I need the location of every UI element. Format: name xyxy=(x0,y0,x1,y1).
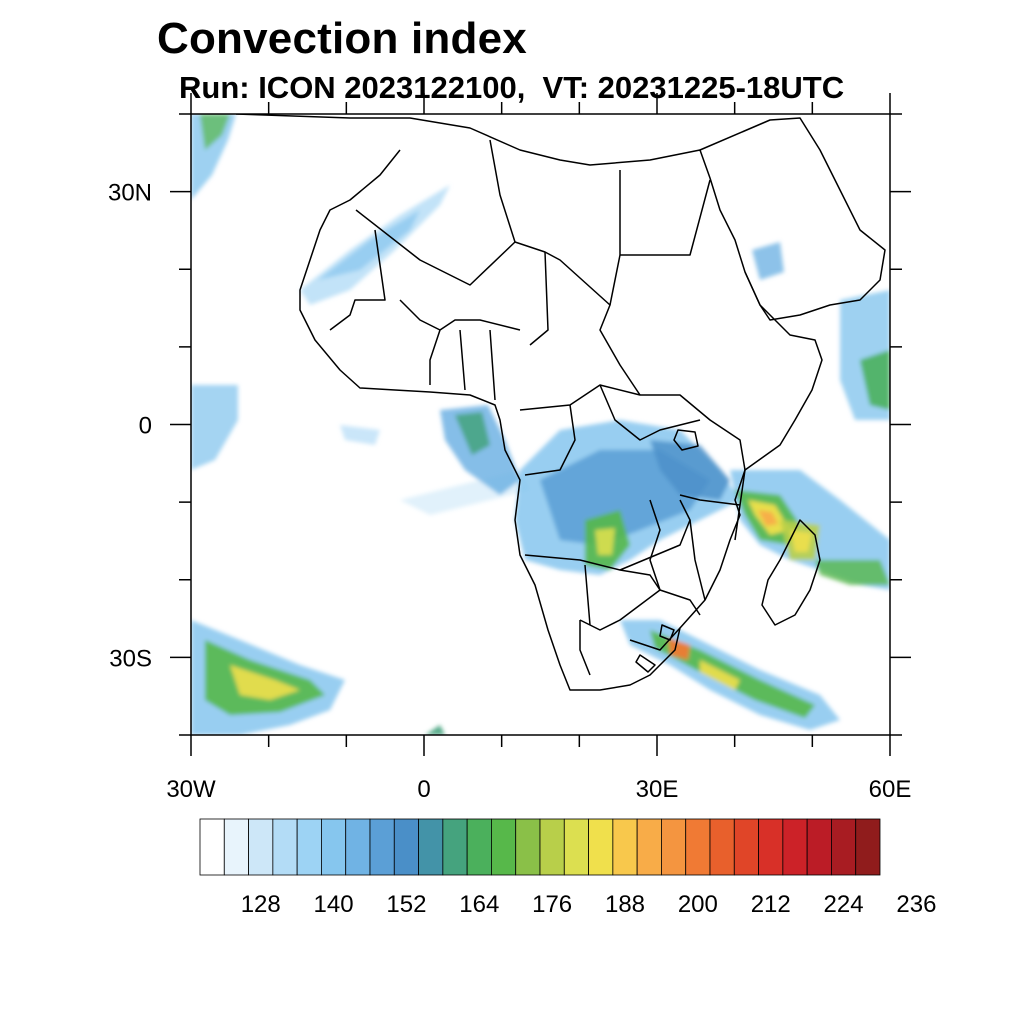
colorbar-swatch xyxy=(806,818,832,876)
field-arabia xyxy=(752,242,784,280)
field-south-atlantic-peak xyxy=(230,665,300,700)
madagascar-coastline xyxy=(761,519,821,626)
x-tick-label: 60E xyxy=(869,776,912,803)
colorbar-swatch xyxy=(296,818,322,876)
field-zambia-peak xyxy=(595,528,615,555)
colorbar-swatch xyxy=(515,818,541,876)
x-tick-label: 30E xyxy=(636,776,679,803)
borders-north xyxy=(355,209,641,396)
field-se-africa-band-core xyxy=(650,630,815,718)
africa-coastline xyxy=(235,114,823,691)
field-gulf-guinea-core xyxy=(455,412,490,455)
colorbar-swatch xyxy=(321,818,347,876)
colorbar-swatch xyxy=(563,818,589,876)
field-sw-indian xyxy=(815,560,890,585)
colorbar-swatch xyxy=(661,818,687,876)
colorbar-swatch xyxy=(709,818,735,876)
field-arabian-sea-core xyxy=(860,350,890,410)
y-tick-label: 30S xyxy=(109,645,152,672)
colorbar-tick-label: 128 xyxy=(241,891,281,918)
arabia-coastline xyxy=(699,117,886,321)
map-frame xyxy=(190,113,891,736)
y-tick-label: 30N xyxy=(108,180,152,207)
convection-field xyxy=(191,114,890,735)
field-se-africa-peak xyxy=(668,638,690,660)
field-madagascar-peak xyxy=(790,530,812,552)
colorbar-swatch xyxy=(369,818,395,876)
colorbar-tick-label: 212 xyxy=(751,891,791,918)
borders-north-2 xyxy=(489,139,711,346)
colorbar-tick-label: 224 xyxy=(824,891,864,918)
colorbar-swatch xyxy=(491,818,517,876)
colorbar-swatch xyxy=(223,818,249,876)
colorbar-swatch xyxy=(782,818,808,876)
colorbar-tick-label: 200 xyxy=(678,891,718,918)
colorbar-swatch xyxy=(733,818,759,876)
colorbar-swatch xyxy=(418,818,444,876)
borders-central xyxy=(519,384,746,476)
colorbar-tick-label: 176 xyxy=(532,891,572,918)
axis-ticks: 30W 0 30E 60E 30N 0 30S xyxy=(108,93,911,803)
map-subtitle: Run: ICON 2023122100, VT: 20231225-18UTC xyxy=(179,70,845,105)
field-nw-corner-core xyxy=(200,114,230,150)
colorbar-swatch xyxy=(466,818,492,876)
colorbar-swatch xyxy=(758,818,784,876)
x-tick-label: 0 xyxy=(417,776,430,803)
colorbar-swatch xyxy=(685,818,711,876)
field-se-africa-yellow xyxy=(700,660,740,690)
colorbar-swatch xyxy=(272,818,298,876)
colorbar-swatch xyxy=(393,818,419,876)
field-east-africa xyxy=(650,440,730,500)
colorbar-swatch xyxy=(588,818,614,876)
field-atlantic-west xyxy=(191,385,238,470)
coastlines-and-borders xyxy=(235,114,886,691)
colorbar: 128 140 152 164 176 188 200 212 224 236 xyxy=(199,818,936,918)
colorbar-swatch xyxy=(855,818,881,876)
colorbar-tick-label: 152 xyxy=(386,891,426,918)
colorbar-tick-label: 140 xyxy=(314,891,354,918)
borders-west xyxy=(329,229,521,401)
colorbar-swatch xyxy=(831,818,857,876)
colorbar-swatch xyxy=(248,818,274,876)
x-tick-label: 30W xyxy=(166,776,216,803)
field-tanzania-max xyxy=(758,510,778,526)
colorbar-tick-label: 164 xyxy=(459,891,499,918)
field-south-small xyxy=(425,725,445,735)
colorbar-swatch xyxy=(636,818,662,876)
field-sahara-streaks-2 xyxy=(318,210,420,280)
colorbar-swatch xyxy=(539,818,565,876)
colorbar-swatch xyxy=(612,818,638,876)
colorbar-swatch xyxy=(199,818,225,876)
field-nw-corner xyxy=(191,114,236,200)
colorbar-swatch xyxy=(442,818,468,876)
field-atlantic-streak xyxy=(340,425,380,445)
borders-south-2 xyxy=(579,620,681,676)
colorbar-swatch xyxy=(345,818,371,876)
colorbar-tick-label: 188 xyxy=(605,891,645,918)
lake-victoria xyxy=(673,429,699,451)
y-tick-label: 0 xyxy=(139,413,152,440)
map-title: Convection index xyxy=(157,14,527,63)
borders-east xyxy=(649,469,746,601)
colorbar-tick-label: 236 xyxy=(896,891,936,918)
